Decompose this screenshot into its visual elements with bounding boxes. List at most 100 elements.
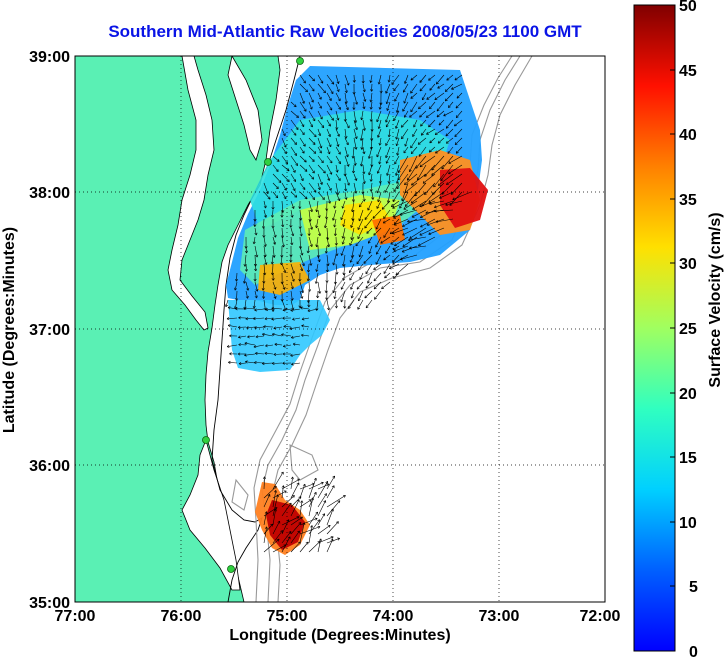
velocity-arrowhead [341, 253, 344, 256]
velocity-arrow [361, 110, 364, 120]
velocity-arrowhead [315, 281, 318, 284]
velocity-arrowhead [349, 243, 353, 246]
velocity-arrow [404, 173, 418, 185]
velocity-arrowhead [326, 244, 330, 248]
velocity-arrowhead [301, 319, 305, 321]
velocity-arrowhead [280, 471, 284, 474]
velocity-arrowhead [307, 250, 310, 254]
velocity-arrow [299, 164, 308, 172]
velocity-arrowhead [291, 233, 294, 237]
velocity-arrowhead [369, 106, 372, 110]
velocity-arrowhead [455, 150, 457, 154]
velocity-arrow [362, 101, 365, 109]
velocity-arrow [411, 209, 427, 218]
velocity-arrowhead [328, 188, 332, 191]
velocity-arrowhead [255, 336, 259, 339]
velocity-arrowhead [428, 149, 431, 153]
velocity-arrow [254, 362, 265, 364]
velocity-arrow [255, 335, 265, 338]
velocity-arrowhead [302, 483, 306, 486]
velocity-arrowhead [401, 124, 403, 128]
velocity-arrowhead [318, 233, 321, 237]
velocity-arrowhead [456, 97, 460, 99]
velocity-arrow [419, 227, 436, 236]
velocity-arrowhead [264, 526, 267, 529]
velocity-arrowhead [454, 134, 456, 137]
velocity-arrow [443, 110, 454, 117]
velocity-arrowhead [352, 218, 355, 221]
velocity-arrowhead [290, 476, 293, 480]
velocity-arrow [407, 164, 418, 181]
velocity-arrow [290, 200, 295, 209]
velocity-arrowhead [262, 333, 265, 337]
velocity-arrow [290, 299, 294, 310]
velocity-arrowhead [338, 144, 340, 147]
velocity-arrow [317, 119, 325, 128]
velocity-arrowhead [301, 290, 304, 294]
velocity-arrowhead [346, 101, 348, 104]
velocity-arrow [356, 254, 364, 264]
velocity-arrow [335, 74, 339, 84]
velocity-arrow [264, 352, 274, 355]
velocity-arrow [409, 227, 427, 239]
velocity-arrowhead [275, 187, 279, 189]
velocity-arrowhead [371, 197, 374, 200]
velocity-arrowhead [348, 307, 351, 309]
velocity-arrowhead [386, 173, 388, 176]
velocity-arrowhead [369, 80, 371, 83]
velocity-arrowhead [386, 200, 389, 203]
velocity-arrowhead [333, 281, 336, 285]
velocity-arrowhead [377, 199, 379, 202]
velocity-arrowhead [357, 227, 361, 230]
colorbar-tick-label: 10 [679, 515, 697, 532]
velocity-arrow [263, 245, 266, 258]
velocity-arrowhead [355, 244, 359, 247]
velocity-arrowhead [386, 101, 389, 105]
velocity-arrowhead [317, 259, 320, 263]
velocity-arrow [263, 511, 267, 526]
velocity-arrowhead [301, 151, 305, 154]
velocity-arrowhead [263, 206, 266, 209]
velocity-arrow [355, 236, 364, 247]
velocity-arrow [272, 173, 282, 183]
velocity-arrowhead [246, 326, 249, 329]
velocity-arrowhead [392, 205, 395, 209]
velocity-arrowhead [428, 232, 431, 235]
velocity-arrow [410, 146, 418, 154]
velocity-arrowhead [302, 188, 306, 190]
velocity-arrowhead [305, 90, 308, 93]
velocity-arrowhead [377, 135, 380, 138]
x-tick-label: 73:00 [479, 608, 520, 625]
velocity-arrowhead [275, 494, 279, 497]
velocity-arrowhead [313, 159, 315, 162]
velocity-arrowhead [282, 134, 286, 137]
velocity-arrowhead [396, 181, 399, 184]
velocity-arrowhead [311, 171, 315, 174]
velocity-arrowhead [456, 116, 459, 118]
velocity-arrowhead [350, 225, 354, 228]
velocity-arrowhead [280, 299, 283, 302]
velocity-arrowhead [337, 521, 339, 525]
velocity-arrowhead [270, 523, 273, 526]
velocity-arrowhead [302, 252, 304, 256]
velocity-arrow [383, 209, 391, 219]
velocity-arrow [326, 74, 335, 85]
velocity-arrow [437, 83, 445, 89]
velocity-arrowhead [315, 269, 317, 272]
velocity-arrow [384, 272, 391, 279]
velocity-arrow [281, 164, 290, 172]
velocity-arrow [272, 362, 283, 364]
velocity-arrowhead [320, 81, 323, 84]
velocity-arrow [308, 173, 314, 180]
velocity-arrow [317, 513, 325, 526]
velocity-arrowhead [272, 215, 275, 218]
velocity-arrow [388, 173, 391, 184]
velocity-arrow [350, 281, 355, 290]
velocity-arrowhead [316, 244, 319, 248]
velocity-arrow [299, 173, 304, 181]
velocity-arrow [272, 530, 283, 544]
velocity-arrowhead [274, 255, 276, 258]
station-marker [264, 158, 272, 166]
velocity-arrow [326, 538, 340, 544]
velocity-arrowhead [265, 345, 268, 348]
